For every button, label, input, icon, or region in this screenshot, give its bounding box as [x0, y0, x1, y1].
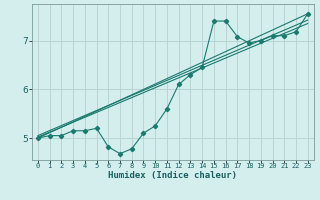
X-axis label: Humidex (Indice chaleur): Humidex (Indice chaleur)	[108, 171, 237, 180]
